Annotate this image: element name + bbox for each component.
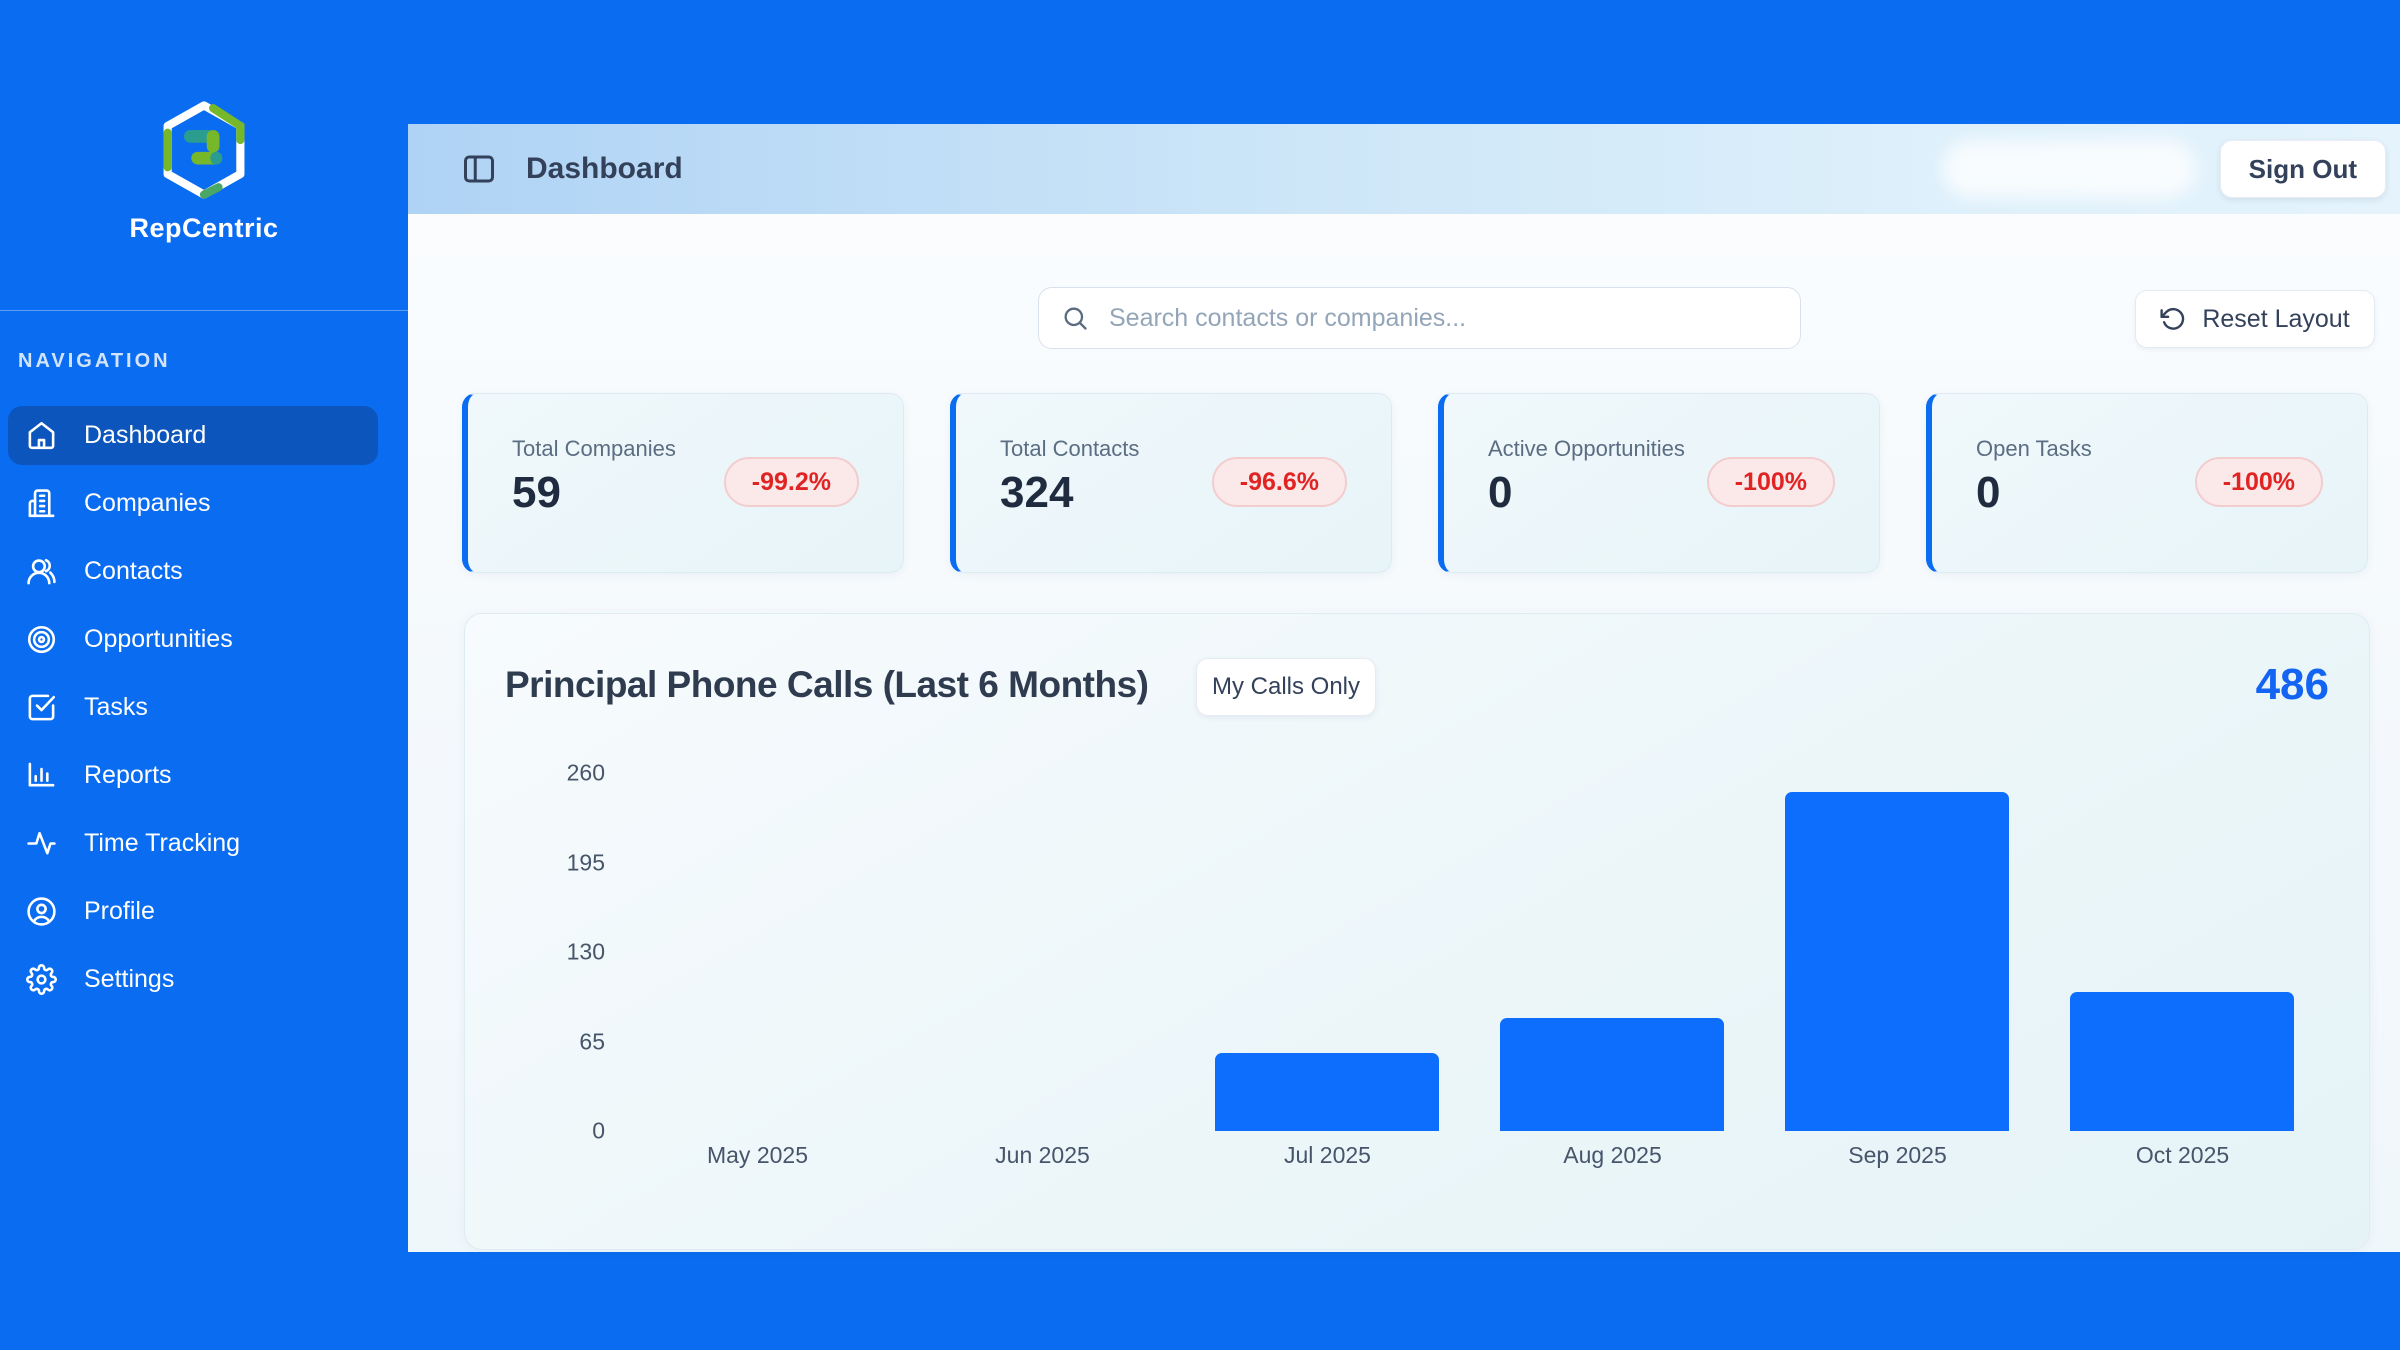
x-tick-label: Jul 2025: [1284, 1142, 1371, 1168]
x-tick-label: Oct 2025: [2135, 1142, 2230, 1168]
sidebar: RepCentric NAVIGATION Dashboard Companies…: [0, 0, 408, 1350]
sidebar-item-label: Reports: [84, 761, 172, 789]
stat-change-badge: -100%: [1706, 457, 1835, 507]
chart-total-value: 486: [2255, 660, 2329, 709]
x-tick-label: Jun 2025: [995, 1142, 1090, 1168]
stat-value: 324: [1000, 468, 1074, 517]
y-tick-label: 130: [566, 938, 605, 965]
x-tick-label: Aug 2025: [1563, 1142, 1662, 1168]
sign-out-button[interactable]: Sign Out: [2219, 140, 2386, 198]
nav-list: Dashboard Companies Contacts Opportunities T…: [8, 406, 378, 1018]
sidebar-item-label: Profile: [84, 897, 155, 925]
calls-chart-card: Principal Phone Calls (Last 6 Months) My…: [464, 613, 2370, 1250]
nav-section-label: NAVIGATION: [18, 350, 171, 372]
stat-card-total-contacts: Total Contacts 324 -96.6%: [950, 393, 1392, 573]
reset-layout-button[interactable]: Reset Layout: [2135, 290, 2375, 348]
y-tick-label: 0: [592, 1117, 605, 1144]
y-tick-label: 260: [566, 759, 605, 786]
sidebar-item-contacts[interactable]: Contacts: [8, 542, 378, 601]
bar-slot-jun-2025: [900, 773, 1185, 1131]
stat-value: 0: [1488, 468, 1513, 517]
stat-label: Active Opportunities: [1488, 436, 1685, 461]
sidebar-item-opportunities[interactable]: Opportunities: [8, 610, 378, 669]
bar-slot-jul-2025: [1185, 773, 1470, 1131]
sidebar-item-time-tracking[interactable]: Time Tracking: [8, 814, 378, 873]
home-icon: [26, 420, 57, 451]
sidebar-item-profile[interactable]: Profile: [8, 882, 378, 941]
stat-card-active-opportunities: Active Opportunities 0 -100%: [1438, 393, 1880, 573]
stat-change-badge: -99.2%: [723, 457, 859, 507]
redacted-user-chip: [1941, 140, 2196, 198]
bar-jul-2025[interactable]: [1215, 1052, 1439, 1131]
gear-icon: [26, 964, 57, 995]
x-tick-label: Sep 2025: [1848, 1142, 1947, 1168]
check-square-icon: [26, 692, 57, 723]
bar-slot-may-2025: [615, 773, 900, 1131]
search-bar[interactable]: [1038, 287, 1801, 349]
bar-slot-oct-2025: [2040, 773, 2325, 1131]
bar-sep-2025[interactable]: [1785, 792, 2009, 1131]
sidebar-item-settings[interactable]: Settings: [8, 950, 378, 1009]
x-axis: May 2025 Jun 2025 Jul 2025 Aug 2025 Sep 2025…: [615, 1142, 2325, 1168]
sidebar-item-dashboard[interactable]: Dashboard: [8, 406, 378, 465]
chart-title: Principal Phone Calls (Last 6 Months): [505, 664, 1149, 705]
user-circle-icon: [26, 896, 57, 927]
stat-value: 0: [1976, 468, 2001, 517]
sidebar-item-label: Settings: [84, 965, 175, 993]
sidebar-toggle-icon[interactable]: [461, 151, 497, 187]
x-tick-label: May 2025: [706, 1142, 808, 1168]
stat-change-badge: -100%: [2194, 457, 2323, 507]
bar-aug-2025[interactable]: [1500, 1018, 1724, 1131]
y-tick-label: 65: [579, 1028, 605, 1054]
page-title: Dashboard: [526, 152, 683, 185]
sidebar-item-label: Time Tracking: [84, 829, 241, 857]
stat-label: Open Tasks: [1976, 436, 2092, 461]
sidebar-item-tasks[interactable]: Tasks: [8, 678, 378, 737]
bar-oct-2025[interactable]: [2070, 991, 2294, 1131]
building-icon: [26, 488, 57, 519]
stat-card-total-companies: Total Companies 59 -99.2%: [462, 393, 904, 573]
reset-layout-label: Reset Layout: [2202, 304, 2350, 333]
bar-plot-area: [615, 773, 2325, 1131]
sidebar-item-companies[interactable]: Companies: [8, 474, 378, 533]
page-header: Dashboard Sign Out: [408, 124, 2400, 214]
sidebar-item-reports[interactable]: Reports: [8, 746, 378, 805]
sidebar-item-label: Companies: [84, 489, 211, 517]
search-input[interactable]: [1107, 302, 1778, 334]
stat-label: Total Companies: [512, 436, 676, 461]
sidebar-item-label: Dashboard: [84, 421, 207, 449]
stat-label: Total Contacts: [1000, 436, 1140, 461]
rotate-ccw-icon: [2160, 306, 2186, 332]
repcentric-logo-icon: [158, 101, 250, 204]
content-panel: Dashboard Sign Out Reset Layout Total Co…: [408, 124, 2400, 1252]
app-name: RepCentric: [129, 213, 279, 243]
target-icon: [26, 624, 57, 655]
users-icon: [26, 556, 57, 587]
sidebar-item-label: Opportunities: [84, 625, 233, 653]
my-calls-only-button[interactable]: My Calls Only: [1196, 658, 1376, 716]
sidebar-divider: [0, 310, 408, 311]
stat-card-open-tasks: Open Tasks 0 -100%: [1926, 393, 2368, 573]
activity-icon: [26, 828, 57, 859]
stat-value: 59: [512, 468, 561, 517]
search-icon: [1061, 304, 1089, 332]
sidebar-item-label: Contacts: [84, 557, 183, 585]
bar-chart-icon: [26, 760, 57, 791]
logo: RepCentric: [0, 100, 408, 244]
y-tick-label: 195: [566, 849, 605, 875]
bar-slot-sep-2025: [1755, 773, 2040, 1131]
sidebar-item-label: Tasks: [84, 693, 148, 721]
stat-change-badge: -96.6%: [1211, 457, 1347, 507]
bar-slot-aug-2025: [1470, 773, 1755, 1131]
